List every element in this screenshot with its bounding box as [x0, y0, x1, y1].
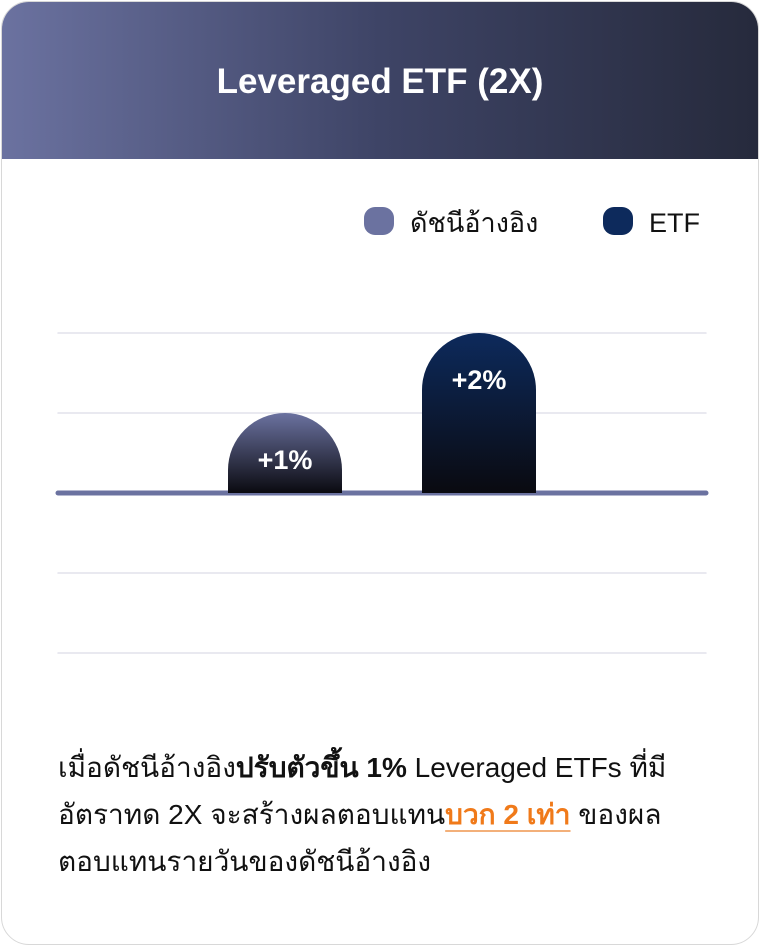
text: ของผลตอบแทนรายวันของดัชนีอ้างอิง [58, 799, 662, 877]
legend-label: ETF [649, 208, 700, 238]
legend-swatch [364, 207, 394, 235]
bar [422, 333, 536, 493]
legend-swatch [603, 207, 633, 235]
chart-title: Leveraged ETF (2X) [216, 62, 544, 101]
data-label: +1% [258, 445, 313, 475]
text: Leveraged ETFs ที่มีอัตราทด 2X จะสร้างผล… [58, 752, 667, 830]
text: เมื่อดัชนีอ้างอิง [58, 752, 236, 783]
bar [228, 413, 342, 493]
header: Leveraged ETF (2X) [2, 2, 758, 159]
data-label: +2% [452, 365, 507, 395]
description: เมื่อดัชนีอ้างอิงปรับตัวขึ้น 1% Leverage… [58, 744, 708, 885]
chart: ดัชนีอ้างอิง ETF +1% +2% [55, 207, 709, 654]
bold-text: ปรับตัวขึ้น 1% [235, 752, 407, 783]
highlight-text: บวก 2 เท่า [445, 799, 571, 830]
legend-label: ดัชนีอ้างอิง [410, 208, 538, 238]
